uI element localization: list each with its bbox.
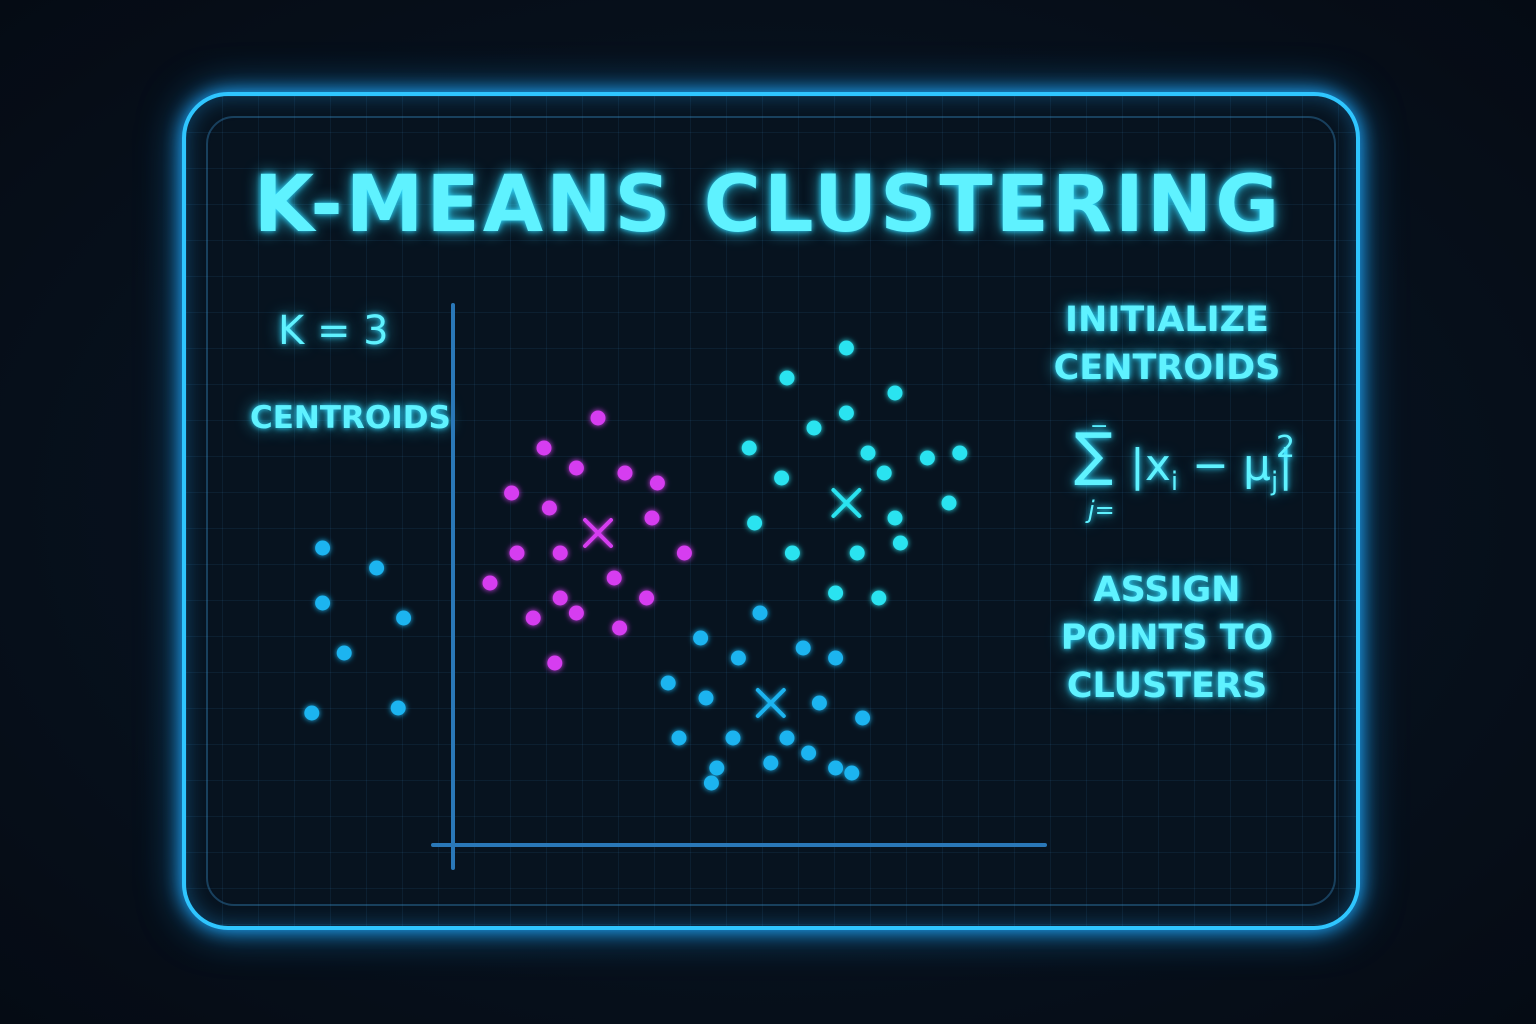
cluster-1-point (536, 440, 552, 456)
cluster-1-point (504, 485, 520, 501)
cluster-2-point (849, 545, 865, 561)
sum-bar: − (1090, 414, 1109, 439)
cluster-3-point (725, 730, 741, 746)
sum-symbol: ∑ (1074, 420, 1114, 488)
cluster-1-point (644, 510, 660, 526)
centroid-stroke (831, 488, 862, 518)
cluster-1-point (552, 545, 568, 561)
cluster-2-point (784, 545, 800, 561)
cluster-3-point (801, 745, 817, 761)
cluster-3-point (828, 650, 844, 666)
cluster-1-point (525, 610, 541, 626)
cluster-3-point (671, 730, 687, 746)
assign-points-step: ASSIGN POINTS TO CLUSTERS (1060, 570, 1274, 706)
formula-sub-i: i (1170, 467, 1179, 497)
cluster-3-point (844, 765, 860, 781)
cluster-2-point (741, 440, 757, 456)
cluster-3-point (709, 760, 725, 776)
neon-frame (182, 92, 1360, 930)
cluster-1-point (568, 605, 584, 621)
cluster-2-centroid-marker (831, 488, 862, 518)
centroid-stroke (583, 518, 613, 548)
cluster-3-point (828, 760, 844, 776)
unassigned-point (336, 645, 352, 661)
cluster-3-point (752, 605, 768, 621)
cluster-2-point (919, 450, 935, 466)
cluster-1-point (676, 545, 692, 561)
cluster-3-point (855, 710, 871, 726)
cluster-2-point (838, 405, 854, 421)
cluster-1-point (552, 590, 568, 606)
cluster-3-point (730, 650, 746, 666)
cluster-1-point (612, 620, 628, 636)
cluster-2-point (779, 370, 795, 386)
kmeans-objective-formula: − ∑ j= |xi − μj| 2 (1070, 414, 1310, 530)
cluster-3-point (703, 775, 719, 791)
cluster-2-point (876, 465, 892, 481)
cluster-2-point (838, 340, 854, 356)
formula-abs-x: |x (1130, 440, 1171, 491)
cluster-3-centroid-marker (755, 688, 786, 718)
cluster-1-point (606, 570, 622, 586)
cluster-3-point (811, 695, 827, 711)
cluster-3-point (693, 630, 709, 646)
unassigned-point (369, 560, 385, 576)
k-value-label: K = 3 (278, 308, 389, 354)
cluster-2-point (774, 470, 790, 486)
formula-body: |xi − μj| (1130, 440, 1293, 497)
cluster-2-point (806, 420, 822, 436)
cluster-2-point (747, 515, 763, 531)
cluster-1-point (509, 545, 525, 561)
formula-exponent: 2 (1276, 430, 1296, 465)
cluster-1-point (482, 575, 498, 591)
centroids-label: CENTROIDS (250, 400, 451, 436)
centroid-stroke (755, 688, 786, 718)
cluster-3-point (660, 675, 676, 691)
cluster-2-point (892, 535, 908, 551)
cluster-3-point (795, 640, 811, 656)
unassigned-point (396, 610, 412, 626)
unassigned-point (315, 595, 331, 611)
formula-minus-mu: − μ (1178, 440, 1271, 491)
cluster-1-point (547, 655, 563, 671)
cluster-1-point (649, 475, 665, 491)
cluster-1-point (590, 410, 606, 426)
cluster-3-point (779, 730, 795, 746)
cluster-2-point (887, 510, 903, 526)
formula-sub-j: j (1270, 467, 1279, 497)
formula-abs-close: | (1278, 440, 1294, 491)
cluster-1-point (639, 590, 655, 606)
cluster-2-point (828, 585, 844, 601)
inner-frame (206, 116, 1336, 906)
unassigned-point (304, 705, 320, 721)
cluster-2-point (941, 495, 957, 511)
unassigned-point (315, 540, 331, 556)
cluster-1-point (541, 500, 557, 516)
cluster-3-point (763, 755, 779, 771)
cluster-1-centroid-marker (583, 518, 613, 548)
cluster-1-point (617, 465, 633, 481)
unassigned-point (390, 700, 406, 716)
sum-subscript: j= (1088, 496, 1115, 524)
cluster-2-point (887, 385, 903, 401)
cluster-2-point (871, 590, 887, 606)
cluster-2-point (860, 445, 876, 461)
cluster-3-point (698, 690, 714, 706)
diagram-title: K-MEANS CLUSTERING (253, 160, 1283, 250)
initialize-centroids-step: INITIALIZE CENTROIDS (1053, 300, 1281, 388)
cluster-1-point (568, 460, 584, 476)
cluster-2-point (952, 445, 968, 461)
